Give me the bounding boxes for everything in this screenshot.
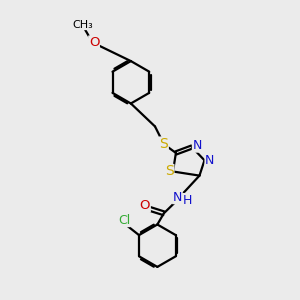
Text: CH₃: CH₃ (73, 20, 93, 30)
Text: H: H (183, 194, 192, 207)
Text: O: O (140, 199, 150, 212)
Text: N: N (205, 154, 214, 167)
Text: S: S (160, 137, 168, 151)
Text: O: O (89, 36, 99, 49)
Text: N: N (192, 139, 202, 152)
Text: S: S (165, 164, 174, 178)
Text: N: N (173, 190, 182, 204)
Text: Cl: Cl (118, 214, 130, 226)
